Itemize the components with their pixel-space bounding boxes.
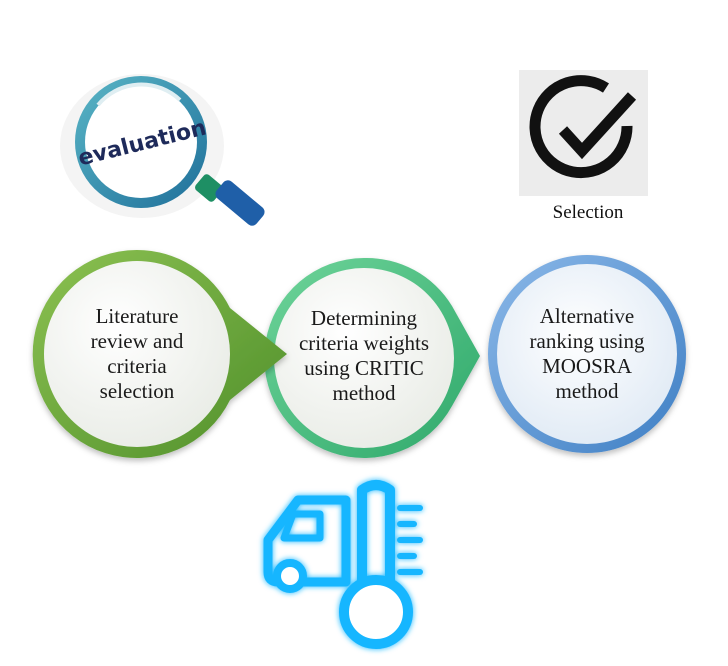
step-2-label: Determining criteria weights using CRITI… <box>298 306 430 405</box>
step-2-shape <box>264 257 480 458</box>
step-3-label: Alternative ranking using MOOSRA method <box>529 304 645 403</box>
selection-label: Selection <box>552 202 624 223</box>
step-3-text: Alternative ranking using MOOSRA method <box>519 298 655 410</box>
step-3-shape <box>488 255 686 453</box>
refrigerated-truck-thermometer-icon <box>263 480 423 649</box>
step-1-label: Literature review and criteria selection <box>90 304 184 403</box>
step-2-text: Determining criteria weights using CRITI… <box>294 290 434 422</box>
step-1-text: Literature review and criteria selection <box>72 294 202 414</box>
step-1-shape <box>32 249 287 458</box>
magnifying-glass-icon <box>60 74 265 226</box>
checkmark-circle-icon <box>519 70 648 196</box>
